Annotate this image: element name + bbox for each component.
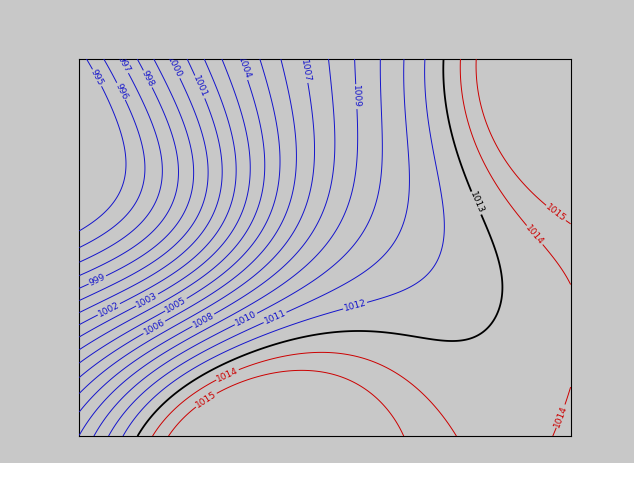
Text: 1008: 1008	[191, 311, 216, 330]
Text: 1014: 1014	[552, 404, 569, 428]
Text: 1010: 1010	[234, 310, 258, 328]
Text: 1003: 1003	[135, 291, 159, 310]
Text: 1015: 1015	[544, 202, 567, 223]
Text: 1015: 1015	[194, 390, 218, 410]
Text: 1000: 1000	[165, 55, 183, 79]
Text: 1006: 1006	[142, 318, 167, 337]
Text: 997: 997	[116, 55, 132, 74]
Text: 1009: 1009	[351, 85, 361, 108]
Text: 1001: 1001	[191, 74, 209, 99]
Text: 1013: 1013	[468, 191, 485, 216]
Text: 1014: 1014	[215, 366, 240, 384]
Text: 1005: 1005	[164, 295, 188, 315]
Text: 995: 995	[89, 68, 105, 87]
Text: 1002: 1002	[96, 300, 121, 318]
Text: 1011: 1011	[262, 309, 287, 326]
Text: 1012: 1012	[343, 298, 367, 313]
Text: 996: 996	[113, 82, 129, 101]
Text: 998: 998	[140, 69, 156, 89]
Text: 999: 999	[87, 272, 107, 288]
Text: Surface pressure [hPa] UK-Global: Surface pressure [hPa] UK-Global	[6, 474, 235, 488]
Text: 1004: 1004	[236, 56, 252, 80]
Text: 1007: 1007	[299, 58, 312, 83]
Text: Th 02-05-2024 21:00 UTC (12+33): Th 02-05-2024 21:00 UTC (12+33)	[407, 474, 628, 488]
Text: 1014: 1014	[524, 223, 545, 246]
